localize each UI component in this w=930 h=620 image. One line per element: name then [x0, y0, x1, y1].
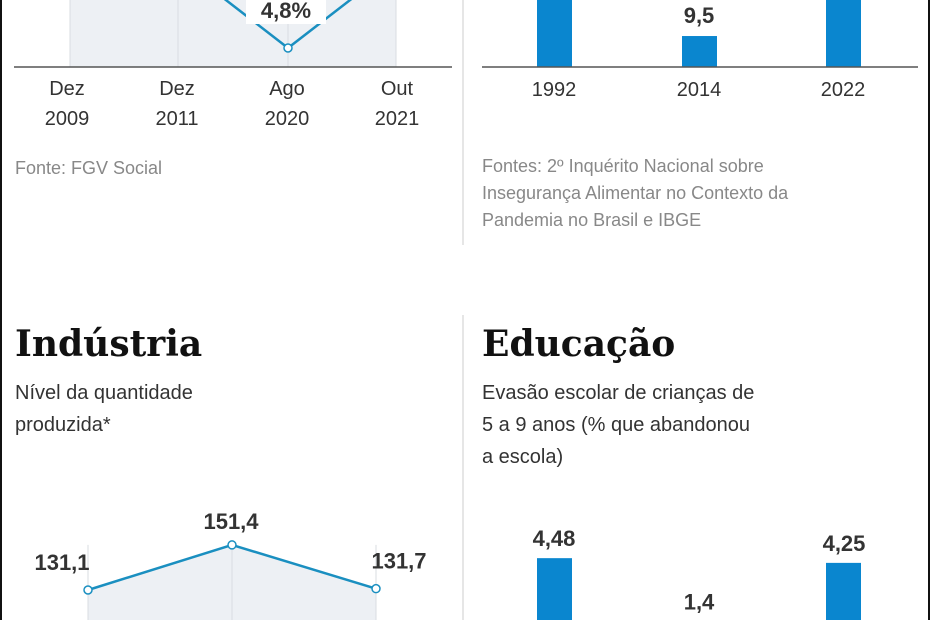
- data-label-2014: 9,5: [684, 3, 715, 28]
- unemployment-line-chart: 4,8% Dez 2009 Dez 2011 Ago 2020 Out 2021…: [14, 0, 452, 178]
- section-subtitle: produzida*: [15, 414, 111, 436]
- data-label: 4,48: [533, 526, 576, 551]
- data-point: [227, 540, 237, 550]
- section-subtitle: Nível da quantidade: [15, 382, 193, 404]
- education-bar-chart: Educação Evasão escolar de crianças de 5…: [482, 323, 865, 620]
- x-tick-year: 2009: [45, 108, 90, 130]
- data-label: 131,1: [34, 550, 89, 575]
- section-subtitle: Evasão escolar de crianças de: [482, 382, 754, 404]
- data-point: [83, 585, 93, 595]
- x-tick-month: Dez: [159, 78, 195, 100]
- left-border: [0, 0, 2, 620]
- data-label: 4,25: [823, 531, 866, 556]
- section-title: Indústria: [15, 323, 202, 365]
- hunger-bar-chart: 9,5 1992 2014 2022 Fontes: 2º Inquérito …: [482, 0, 918, 230]
- section-subtitle: 5 a 9 anos (% que abandonou: [482, 414, 750, 436]
- bar-2022: [826, 0, 861, 67]
- chart-area: [70, 0, 396, 67]
- x-tick: 2014: [677, 79, 722, 101]
- x-tick-month: Dez: [49, 78, 85, 100]
- x-tick-month: Out: [381, 78, 414, 100]
- x-tick-year: 2021: [375, 108, 420, 130]
- source-note-line: Fontes: 2º Inquérito Nacional sobre: [482, 156, 764, 176]
- x-tick: 1992: [532, 79, 577, 101]
- section-title: Educação: [482, 323, 675, 365]
- x-tick-year: 2011: [155, 108, 198, 130]
- source-note-line: Insegurança Alimentar no Contexto da: [482, 183, 789, 203]
- source-note-line: Pandemia no Brasil e IBGE: [482, 210, 701, 230]
- section-subtitle: a escola): [482, 446, 563, 468]
- data-label: 131,7: [371, 549, 426, 574]
- industry-line-chart: Indústria Nível da quantidade produzida*…: [15, 323, 427, 620]
- bar-2014: [682, 36, 717, 67]
- x-tick: 2022: [821, 79, 866, 101]
- right-border: [928, 0, 930, 620]
- data-label: 151,4: [203, 509, 259, 534]
- data-label-ago-2020: 4,8%: [261, 0, 311, 23]
- data-point: [371, 583, 381, 594]
- bar: [826, 562, 861, 620]
- x-tick-year: 2020: [265, 108, 310, 130]
- data-label: 1,4: [684, 589, 715, 614]
- data-point-ago-2020: [283, 43, 293, 53]
- x-tick-month: Ago: [269, 78, 305, 100]
- label-background: [246, 0, 326, 24]
- source-note: Fonte: FGV Social: [15, 158, 162, 178]
- bar: [537, 558, 572, 620]
- bar-1992: [537, 0, 572, 67]
